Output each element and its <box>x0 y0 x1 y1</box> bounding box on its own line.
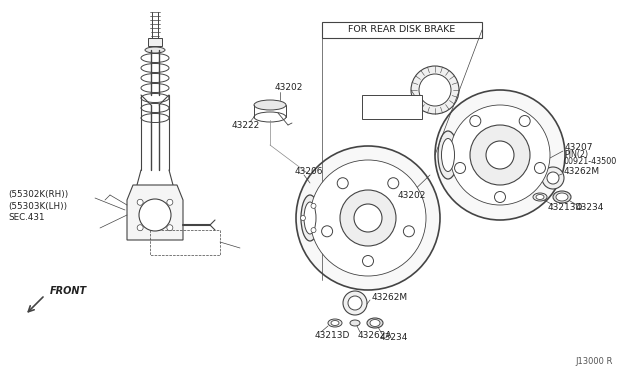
Bar <box>322 22 482 38</box>
Circle shape <box>139 199 171 231</box>
Circle shape <box>137 199 143 205</box>
Circle shape <box>519 116 530 126</box>
Circle shape <box>388 178 399 189</box>
Text: SEC.431: SEC.431 <box>8 212 45 221</box>
Circle shape <box>542 167 564 189</box>
Bar <box>148 38 162 46</box>
Ellipse shape <box>301 195 319 241</box>
Circle shape <box>167 199 173 205</box>
Ellipse shape <box>553 191 571 203</box>
Ellipse shape <box>328 319 342 327</box>
Circle shape <box>311 228 316 232</box>
Ellipse shape <box>438 131 458 179</box>
Circle shape <box>340 190 396 246</box>
Text: (55303K(LH)): (55303K(LH)) <box>8 202 67 211</box>
Ellipse shape <box>331 321 339 326</box>
Ellipse shape <box>536 195 544 199</box>
Circle shape <box>354 204 382 232</box>
Circle shape <box>403 226 414 237</box>
Ellipse shape <box>350 320 360 326</box>
Text: 43202: 43202 <box>275 83 303 93</box>
Text: 43234: 43234 <box>576 202 604 212</box>
Ellipse shape <box>145 47 165 53</box>
Ellipse shape <box>254 112 286 122</box>
Text: 43202: 43202 <box>398 190 426 199</box>
Ellipse shape <box>304 202 316 234</box>
Text: 43262M: 43262M <box>372 294 408 302</box>
Circle shape <box>495 192 506 202</box>
Text: J13000 R: J13000 R <box>575 357 612 366</box>
Circle shape <box>435 90 565 220</box>
Ellipse shape <box>533 193 547 201</box>
Circle shape <box>296 146 440 290</box>
Circle shape <box>411 66 459 114</box>
Circle shape <box>534 163 545 173</box>
Text: PIN(2): PIN(2) <box>564 150 588 158</box>
Ellipse shape <box>254 100 286 110</box>
Bar <box>362 95 422 119</box>
Text: 43262M: 43262M <box>564 167 600 176</box>
Ellipse shape <box>442 138 454 171</box>
Circle shape <box>311 203 316 208</box>
Circle shape <box>362 256 374 266</box>
Text: WITH ABS: WITH ABS <box>371 99 413 108</box>
Text: 43207: 43207 <box>565 144 593 153</box>
Circle shape <box>486 141 514 169</box>
Circle shape <box>470 116 481 126</box>
Circle shape <box>310 160 426 276</box>
Text: 43213D: 43213D <box>548 202 584 212</box>
Text: 43213D: 43213D <box>315 330 350 340</box>
Text: 43222: 43222 <box>232 121 260 129</box>
Text: 43234: 43234 <box>380 333 408 341</box>
Text: 43222: 43222 <box>379 108 405 116</box>
Text: 00921-43500: 00921-43500 <box>564 157 617 167</box>
Circle shape <box>450 105 550 205</box>
Circle shape <box>343 291 367 315</box>
Text: 43262A: 43262A <box>358 330 392 340</box>
Circle shape <box>454 163 465 173</box>
Ellipse shape <box>367 318 383 328</box>
Text: 43206: 43206 <box>295 167 323 176</box>
Circle shape <box>301 215 305 221</box>
Ellipse shape <box>556 193 568 201</box>
Ellipse shape <box>370 320 380 327</box>
Circle shape <box>337 178 348 189</box>
Polygon shape <box>127 185 183 240</box>
Circle shape <box>137 225 143 231</box>
Circle shape <box>547 172 559 184</box>
Circle shape <box>470 125 530 185</box>
Circle shape <box>167 225 173 231</box>
Circle shape <box>348 296 362 310</box>
Bar <box>150 230 220 255</box>
Circle shape <box>322 226 333 237</box>
Text: FOR REAR DISK BRAKE: FOR REAR DISK BRAKE <box>348 26 456 35</box>
Text: FRONT: FRONT <box>50 286 87 296</box>
Circle shape <box>419 74 451 106</box>
Text: (55302K(RH)): (55302K(RH)) <box>8 190 68 199</box>
